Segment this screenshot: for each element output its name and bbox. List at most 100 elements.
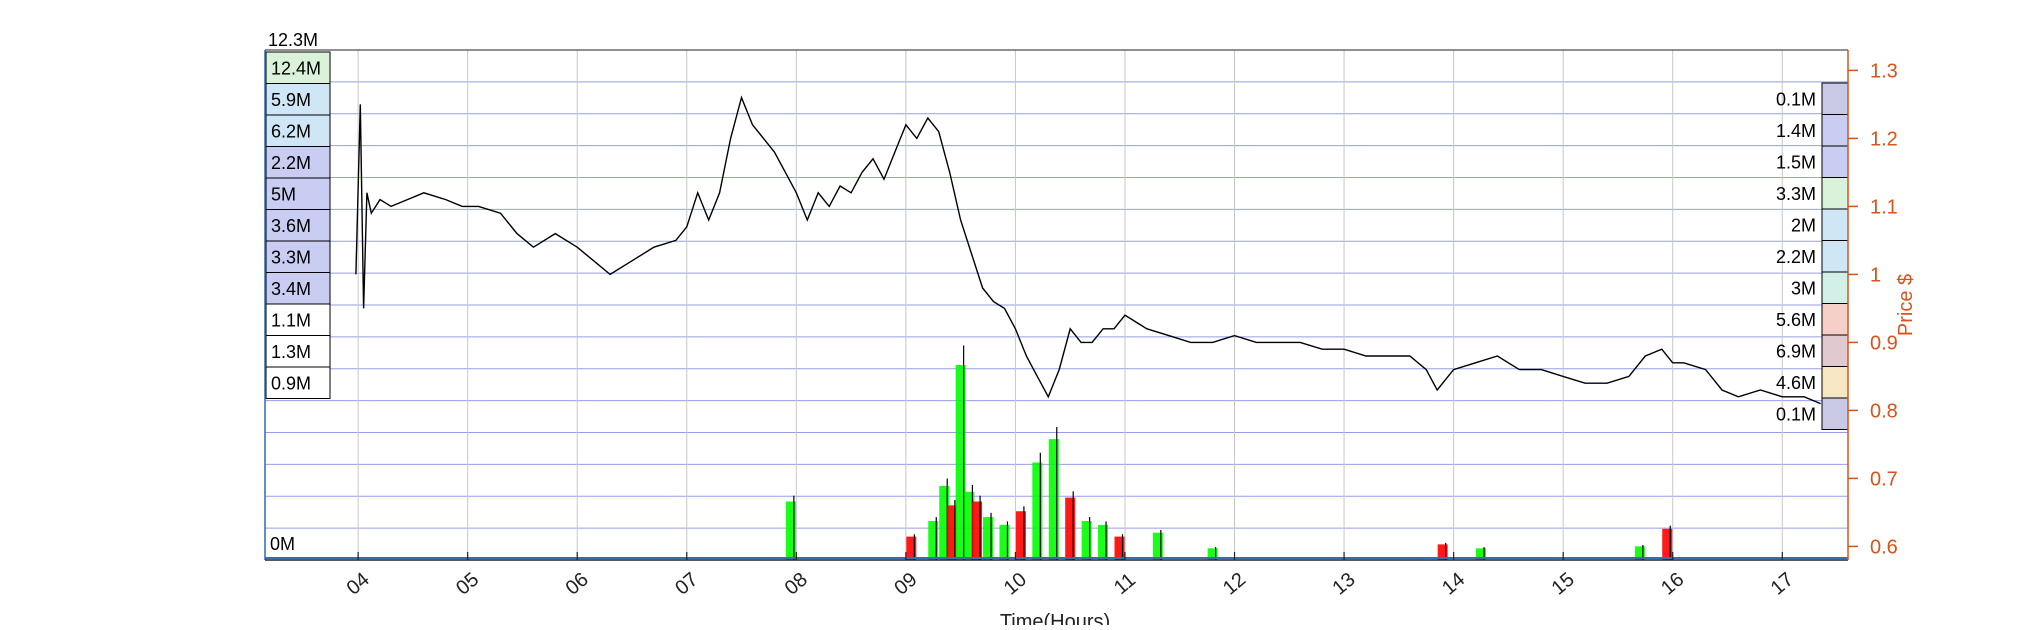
x-tick-label: 10	[1000, 568, 1031, 599]
y-tick-label: 0.9	[1870, 332, 1898, 354]
profile-bar	[1821, 366, 1849, 399]
profile-label: 3M	[1791, 279, 1816, 299]
profile-label: 1.3M	[271, 342, 311, 362]
volume-bar	[1048, 439, 1059, 560]
y-tick-label: 1.1	[1870, 196, 1898, 218]
y-axis-right-label: Price $	[1895, 274, 1917, 336]
volume-bar	[1662, 528, 1673, 560]
volume-bar	[983, 517, 994, 560]
volume-bar	[1207, 548, 1218, 560]
x-tick-label: 16	[1657, 568, 1688, 599]
x-axis-label: Time(Hours)	[1000, 611, 1110, 625]
volume-bar	[1098, 524, 1109, 560]
profile-bar	[1821, 208, 1849, 241]
profile-label: 1.1M	[271, 311, 311, 331]
volume-bar	[946, 505, 957, 560]
volume-profile-right-row: 1.5M	[1776, 145, 1849, 178]
profile-bar	[1821, 82, 1849, 115]
volume-profile-left-row: 12.4M	[265, 51, 331, 84]
x-tick-label: 09	[890, 568, 921, 599]
bottom-left-annotation: 0M	[270, 534, 295, 554]
profile-label: 2.2M	[1776, 247, 1816, 267]
volume-bar	[785, 501, 796, 560]
profile-label: 5M	[271, 185, 296, 205]
volume-bar	[939, 485, 950, 560]
x-tick-label: 17	[1767, 568, 1798, 599]
profile-bar	[1821, 114, 1849, 147]
profile-bar	[265, 303, 331, 336]
volume-profile-left-row: 1.1M	[265, 303, 331, 336]
volume-bar	[964, 491, 975, 560]
volume-profile-right-row: 1.4M	[1776, 114, 1849, 147]
profile-label: 3.3M	[1776, 184, 1816, 204]
volume-profile-left-row: 2.2M	[265, 146, 331, 179]
profile-label: 5.9M	[271, 90, 311, 110]
x-tick-label: 07	[671, 568, 702, 599]
profile-label: 5.6M	[1776, 310, 1816, 330]
profile-bar	[265, 83, 331, 116]
y-tick-label: 0.7	[1870, 468, 1898, 490]
profile-bar	[265, 209, 331, 242]
volume-profile-left-row: 3.6M	[265, 209, 331, 242]
volume-profile-left-row: 3.4M	[265, 272, 331, 305]
x-tick-label: 12	[1219, 568, 1250, 599]
profile-label: 0.9M	[271, 374, 311, 394]
volume-bar	[1015, 511, 1026, 560]
profile-bar	[265, 240, 331, 273]
profile-bar	[265, 335, 331, 368]
volume-bar	[999, 524, 1010, 560]
volume-bar	[972, 501, 983, 560]
volume-profile-left-row: 1.3M	[265, 335, 331, 368]
profile-bar	[265, 146, 331, 179]
volume-profile-right-row: 6.9M	[1776, 334, 1849, 367]
x-tick-label: 04	[343, 568, 374, 599]
volume-profile-right-row: 5.6M	[1776, 303, 1849, 336]
profile-label: 4.6M	[1776, 373, 1816, 393]
y-tick-label: 1.3	[1870, 60, 1898, 82]
volume-bar	[1032, 462, 1043, 560]
profile-label: 0.1M	[1776, 405, 1816, 425]
y-tick-label: 0.8	[1870, 400, 1898, 422]
profile-bar	[1821, 240, 1849, 273]
profile-label: 3.4M	[271, 279, 311, 299]
profile-bar	[1821, 397, 1849, 430]
volume-bar	[1081, 521, 1092, 560]
price-line	[355, 95, 1821, 405]
volume-profile-right-row: 0.1M	[1776, 82, 1849, 115]
profile-bar	[1821, 177, 1849, 210]
profile-bar	[265, 51, 331, 84]
y-tick-label: 0.6	[1870, 536, 1898, 558]
volume-bar	[928, 521, 939, 560]
volume-bar	[955, 365, 966, 560]
profile-label: 3.6M	[271, 216, 311, 236]
x-tick-label: 14	[1438, 568, 1469, 599]
profile-label: 3.3M	[271, 248, 311, 268]
volume-bar	[1634, 546, 1645, 560]
profile-bar	[265, 114, 331, 147]
volume-profile-left-row: 5M	[265, 177, 331, 210]
profile-label: 6.2M	[271, 122, 311, 142]
profile-bar	[1821, 303, 1849, 336]
profile-bar	[1821, 334, 1849, 367]
volume-profile-right-row: 3.3M	[1776, 177, 1849, 210]
volume-profile-left-row: 3.3M	[265, 240, 331, 273]
volume-profile-right-row: 3M	[1791, 271, 1849, 304]
volume-bar	[1152, 532, 1163, 560]
volume-profile-left-row: 5.9M	[265, 83, 331, 116]
profile-bar	[265, 177, 331, 210]
volume-profile-left-row: 0.9M	[265, 366, 331, 399]
x-tick-label: 05	[452, 568, 483, 599]
profile-label: 1.5M	[1776, 153, 1816, 173]
volume-bar	[1437, 544, 1448, 560]
volume-profile-right-row: 2M	[1791, 208, 1849, 241]
profile-bar	[1821, 145, 1849, 178]
volume-bar	[1476, 548, 1487, 560]
y-tick-label: 1.2	[1870, 128, 1898, 150]
volume-bar	[906, 536, 917, 560]
profile-bar	[1821, 271, 1849, 304]
top-left-annotation: 12.3M	[268, 30, 318, 50]
volume-bar	[1065, 497, 1076, 560]
volume-bar	[1114, 536, 1125, 560]
